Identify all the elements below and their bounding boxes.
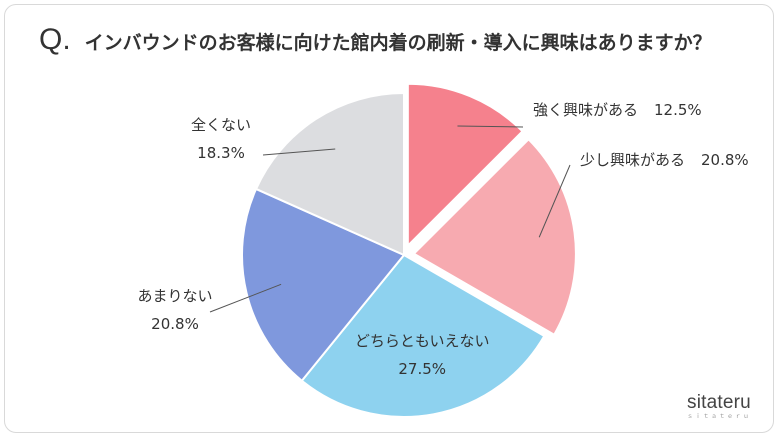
sitateru-logo: sitateru ｓｉｔａｔｅｒｕ xyxy=(687,393,751,420)
slice-labels: 強く興味がある 12.5% 少し興味がある 20.8% どちらともいえない 27.5% あま… xyxy=(137,101,748,378)
slice-value-label: 18.3% xyxy=(197,144,245,162)
leader-lines xyxy=(209,125,571,313)
slice-category-label: 強く興味がある xyxy=(533,101,638,119)
slice-label: 少し興味がある 20.8% xyxy=(580,151,749,169)
chart-title: インバウンドのお客様に向けた館内着の刷新・導入に興味はありますか？ xyxy=(84,32,712,54)
slice-value-label: 20.8% xyxy=(701,151,749,169)
logo-wordmark: sitateru xyxy=(687,392,751,413)
slice-label: 強く興味がある 12.5% xyxy=(533,101,702,119)
logo-subtext: ｓｉｔａｔｅｒｕ xyxy=(686,414,751,420)
leader-line xyxy=(457,125,524,128)
leader-line xyxy=(209,283,282,313)
pie-slice xyxy=(412,137,577,337)
slice-category-label: 全くない xyxy=(191,116,251,134)
leader-line xyxy=(538,164,571,238)
chart-card: Q. インバウンドのお客様に向けた館内着の刷新・導入に興味はありますか？ 強く興… xyxy=(4,4,774,433)
pie-chart: 強く興味がある 12.5% 少し興味がある 20.8% どちらともいえない 27.5% あま… xyxy=(137,82,749,418)
pie-slice xyxy=(254,91,405,257)
slice-value-label: 20.8% xyxy=(151,315,199,333)
slice-category-label: あまりない xyxy=(137,287,212,305)
slice-value-label: 27.5% xyxy=(398,360,446,378)
slice-value-label: 12.5% xyxy=(654,101,702,119)
slice-category-label: 少し興味がある xyxy=(580,151,685,169)
pie-slice xyxy=(406,82,524,249)
pie-slices xyxy=(241,82,577,418)
pie-slice xyxy=(300,253,546,418)
question-mark: Q. xyxy=(39,23,71,56)
leader-line xyxy=(262,148,336,156)
slice-category-label: どちらともいえない xyxy=(355,332,490,350)
chart-header: Q. インバウンドのお客様に向けた館内着の刷新・導入に興味はありますか？ xyxy=(39,23,712,57)
pie-slice xyxy=(241,187,406,383)
